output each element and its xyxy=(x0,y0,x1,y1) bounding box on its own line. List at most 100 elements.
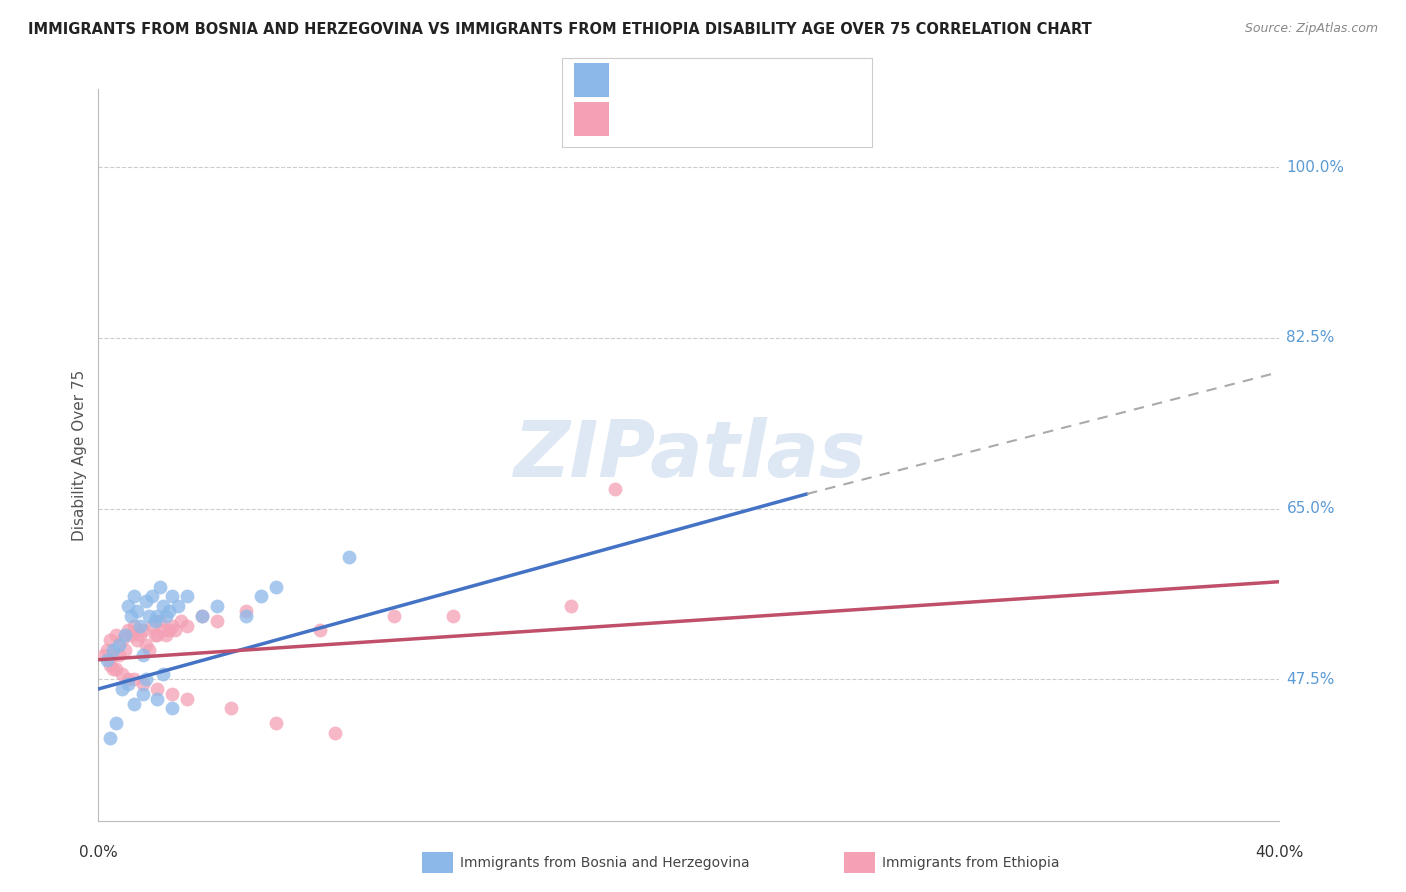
Point xyxy=(128,628,150,642)
Point xyxy=(125,633,148,648)
Point xyxy=(441,608,464,623)
Text: 82.5%: 82.5% xyxy=(1286,330,1334,345)
Point xyxy=(132,648,155,662)
Text: Immigrants from Ethiopia: Immigrants from Ethiopia xyxy=(882,855,1059,870)
Text: 47.5%: 47.5% xyxy=(1286,672,1334,687)
Point xyxy=(132,677,155,691)
Point xyxy=(149,580,172,594)
Point xyxy=(122,618,145,632)
Point xyxy=(264,716,287,731)
Text: ZIPatlas: ZIPatlas xyxy=(513,417,865,493)
Point xyxy=(135,638,157,652)
Point xyxy=(157,624,180,638)
Point xyxy=(176,618,198,632)
Text: 0.0%: 0.0% xyxy=(79,845,118,860)
Text: 65.0%: 65.0% xyxy=(1286,501,1334,516)
Point xyxy=(120,608,142,623)
Point xyxy=(96,653,118,667)
Point xyxy=(176,590,198,604)
Point xyxy=(138,608,160,623)
Point xyxy=(117,672,139,686)
Point xyxy=(105,663,128,677)
Point xyxy=(122,697,145,711)
Point xyxy=(191,608,214,623)
Point xyxy=(96,643,118,657)
Point xyxy=(235,604,257,618)
Point xyxy=(155,608,177,623)
Point xyxy=(155,628,177,642)
Point xyxy=(132,624,155,638)
Point xyxy=(149,614,172,628)
Point xyxy=(167,599,190,613)
Point xyxy=(143,628,166,642)
Point xyxy=(120,628,142,642)
Point xyxy=(111,633,134,648)
Point xyxy=(176,691,198,706)
Point xyxy=(117,624,139,638)
Point xyxy=(108,648,131,662)
Point xyxy=(162,701,183,715)
Point xyxy=(152,667,174,681)
Point xyxy=(146,628,169,642)
Point xyxy=(146,608,169,623)
Point xyxy=(98,731,121,745)
Text: 40.0%: 40.0% xyxy=(1256,845,1303,860)
Y-axis label: Disability Age Over 75: Disability Age Over 75 xyxy=(72,369,87,541)
Point xyxy=(191,608,214,623)
Point xyxy=(117,677,139,691)
Point xyxy=(152,599,174,613)
Point xyxy=(132,687,155,701)
Point xyxy=(162,590,183,604)
Point xyxy=(157,604,180,618)
Point xyxy=(264,580,287,594)
Point xyxy=(138,643,160,657)
Point xyxy=(103,648,125,662)
Point xyxy=(323,726,346,740)
Point xyxy=(205,599,228,613)
Point xyxy=(141,590,163,604)
Text: 100.0%: 100.0% xyxy=(1286,160,1344,175)
Point xyxy=(98,657,121,672)
Point xyxy=(162,618,183,632)
Point xyxy=(560,599,582,613)
Point xyxy=(103,663,125,677)
Point xyxy=(117,599,139,613)
Point xyxy=(146,691,169,706)
Text: IMMIGRANTS FROM BOSNIA AND HERZEGOVINA VS IMMIGRANTS FROM ETHIOPIA DISABILITY AG: IMMIGRANTS FROM BOSNIA AND HERZEGOVINA V… xyxy=(28,22,1092,37)
Point xyxy=(162,687,183,701)
Point xyxy=(135,672,157,686)
Point xyxy=(111,667,134,681)
Point xyxy=(125,604,148,618)
Point xyxy=(141,618,163,632)
Point xyxy=(152,624,174,638)
Point xyxy=(111,681,134,696)
Text: R = 0.519   N = 38: R = 0.519 N = 38 xyxy=(620,71,799,89)
Point xyxy=(103,643,125,657)
Point xyxy=(135,594,157,608)
Point xyxy=(105,716,128,731)
Point xyxy=(165,624,187,638)
Point xyxy=(205,614,228,628)
Point xyxy=(337,550,360,565)
Text: Source: ZipAtlas.com: Source: ZipAtlas.com xyxy=(1244,22,1378,36)
Point xyxy=(382,608,405,623)
Point xyxy=(105,628,128,642)
Text: Immigrants from Bosnia and Herzegovina: Immigrants from Bosnia and Herzegovina xyxy=(460,855,749,870)
Point xyxy=(114,628,136,642)
Point xyxy=(146,681,169,696)
Point xyxy=(122,672,145,686)
Point xyxy=(93,648,115,662)
Point xyxy=(108,638,131,652)
Point xyxy=(250,590,273,604)
Text: R = 0.158   N = 48: R = 0.158 N = 48 xyxy=(620,110,799,128)
Point xyxy=(309,624,332,638)
Point xyxy=(98,633,121,648)
Point xyxy=(143,614,166,628)
Point xyxy=(219,701,243,715)
Point xyxy=(122,590,145,604)
Point xyxy=(128,618,150,632)
Point xyxy=(235,608,257,623)
Point xyxy=(605,482,627,496)
Point xyxy=(114,643,136,657)
Point xyxy=(170,614,193,628)
